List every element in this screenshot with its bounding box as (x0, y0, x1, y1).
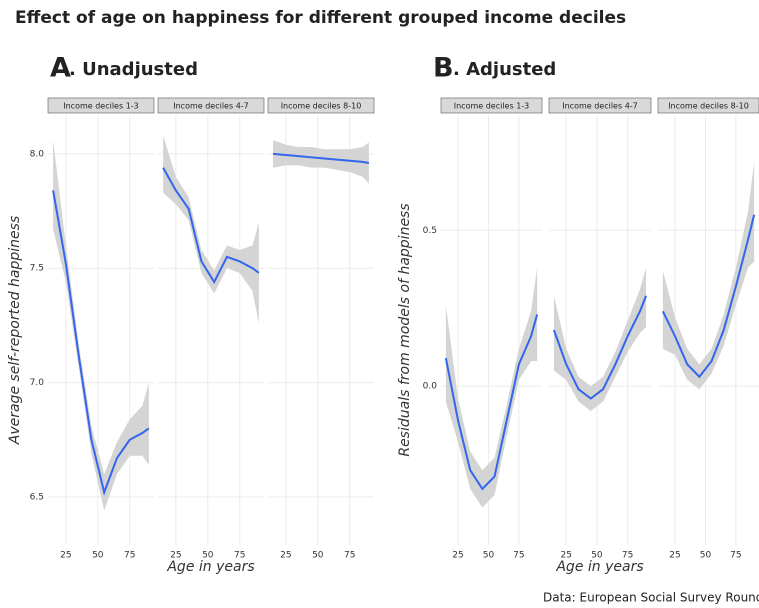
trend-line (162, 167, 260, 285)
confidence-band (53, 140, 149, 511)
x-tick-label: 50 (92, 551, 104, 561)
x-tick-label: 25 (560, 551, 571, 561)
confidence-band (553, 267, 647, 412)
confidence-band (445, 267, 538, 508)
strip-title: Income deciles 4-7 (562, 102, 638, 111)
strip-title: Income deciles 8-10 (281, 102, 362, 111)
x-tick-label: 50 (483, 551, 495, 561)
strip-title: Income deciles 8-10 (668, 102, 749, 111)
strip-background (157, 97, 265, 114)
strip-title: Income deciles 1-3 (454, 102, 530, 111)
x-tick-label: 25 (60, 551, 71, 561)
strip-background (267, 97, 375, 114)
caption: Data: European Social Survey Round 9 (543, 591, 759, 605)
x-tick-label: 75 (513, 551, 524, 561)
x-tick-label: 25 (170, 551, 181, 561)
x-tick-label: 75 (730, 551, 741, 561)
x-axis-label: Age in years (555, 559, 643, 575)
strip-background (657, 97, 759, 114)
strip-background (548, 97, 652, 114)
y-tick-label: 7.5 (30, 264, 44, 274)
confidence-band (163, 135, 259, 324)
trend-line (273, 152, 370, 165)
trend-line (552, 295, 648, 400)
x-tick-label: 50 (700, 551, 712, 561)
y-axis-label: Average self-reported happiness (7, 216, 23, 446)
x-tick-label: 75 (234, 551, 245, 561)
x-tick-label: 50 (202, 551, 214, 561)
panel-label: A (50, 53, 71, 84)
strip-background (440, 97, 543, 114)
x-tick-label: 50 (312, 551, 324, 561)
y-tick-label: 8.0 (30, 149, 45, 159)
trend-line (661, 214, 756, 379)
strip-title: Income deciles 4-7 (173, 102, 249, 111)
y-tick-label: 0.5 (423, 226, 437, 236)
strip-title: Income deciles 1-3 (63, 102, 139, 111)
confidence-band (273, 140, 369, 184)
trend-line (52, 190, 150, 496)
x-axis-label: Age in years (166, 559, 254, 575)
x-tick-label: 75 (344, 551, 355, 561)
y-axis-label: Residuals from models of happiness (397, 203, 413, 456)
strip-background (47, 97, 155, 114)
y-tick-label: 6.5 (30, 492, 44, 502)
confidence-band (662, 161, 755, 390)
panel-subtitle: . Adjusted (453, 59, 556, 80)
x-tick-label: 25 (452, 551, 463, 561)
x-tick-label: 25 (669, 551, 680, 561)
x-tick-label: 25 (280, 551, 291, 561)
chart-title: Effect of age on happiness for different… (15, 8, 626, 28)
y-tick-label: 7.0 (30, 378, 45, 388)
panel-label: B (433, 53, 454, 84)
y-tick-label: 0.0 (423, 382, 438, 392)
x-tick-label: 75 (622, 551, 633, 561)
x-tick-label: 50 (591, 551, 603, 561)
x-tick-label: 75 (124, 551, 135, 561)
trend-line (444, 314, 539, 491)
panel-subtitle: . Unadjusted (69, 59, 198, 80)
